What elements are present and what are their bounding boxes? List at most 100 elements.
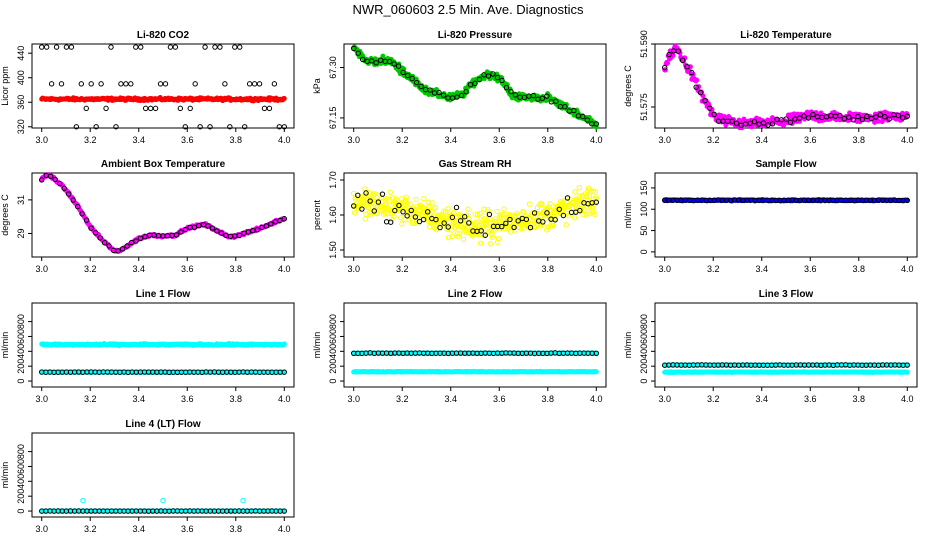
data-point	[281, 124, 287, 130]
y-axis-label: ml/min	[312, 332, 322, 359]
data-point	[368, 58, 375, 64]
y-tick-label: 0	[16, 379, 26, 384]
x-tick-label: 3.0	[658, 264, 671, 274]
y-axis-label: kPa	[312, 78, 322, 94]
data-point	[93, 124, 99, 130]
y-tick-label: 800	[16, 444, 26, 459]
y-tick-label: 0	[328, 379, 338, 384]
data-point	[241, 124, 248, 130]
y-axis-label: ml/min	[0, 462, 10, 489]
y-axis-label: ml/min	[623, 332, 633, 359]
y-axis-label: degrees C	[0, 194, 10, 236]
y-tick-label: 100	[639, 202, 649, 217]
x-tick-label: 3.2	[84, 524, 97, 534]
data-point	[563, 222, 569, 228]
y-tick-label: 0	[639, 249, 649, 254]
x-tick-label: 3.6	[493, 264, 506, 274]
plot-frame	[343, 43, 607, 129]
data-point	[351, 45, 357, 52]
x-tick-label: 3.6	[181, 394, 194, 404]
x-tick-label: 3.8	[542, 264, 555, 274]
y-tick-label: 400	[16, 474, 26, 489]
x-tick-label: 3.6	[804, 135, 817, 145]
data-point	[875, 118, 881, 124]
data-point	[123, 81, 129, 87]
plot-frame	[31, 432, 295, 518]
x-tick-label: 3.2	[707, 264, 720, 274]
y-axis-label: ml/min	[0, 332, 10, 359]
y-tick-label: 67.15	[328, 107, 338, 130]
x-tick-label: 3.0	[347, 264, 360, 274]
data-point	[256, 81, 263, 87]
data-point	[48, 81, 55, 87]
data-point	[98, 81, 104, 87]
y-axis-label: percent	[312, 199, 322, 230]
chart-5: Gas Stream RH3.0 3.2 3.4 3.6 3.8 4.01.501.601…	[312, 159, 607, 274]
x-tick-label: 3.0	[658, 394, 671, 404]
data-point	[355, 50, 361, 56]
x-tick-label: 3.8	[853, 394, 866, 404]
x-tick-label: 3.8	[230, 135, 243, 145]
data-point	[572, 189, 578, 195]
chart-title: Li-820 Pressure	[438, 30, 513, 41]
y-tick-label: 150	[639, 180, 649, 195]
x-tick-label: 3.0	[35, 264, 48, 274]
data-point	[118, 81, 124, 87]
data-point	[68, 44, 75, 50]
data-point	[526, 201, 533, 207]
y-tick-label: 29	[16, 228, 26, 238]
y-tick-label: 31	[16, 195, 26, 205]
y-tick-label: 50	[639, 226, 649, 236]
data-point	[157, 81, 164, 87]
x-tick-label: 4.0	[278, 264, 291, 274]
plot-frame	[654, 172, 918, 258]
data-point	[162, 81, 169, 87]
x-tick-label: 3.4	[444, 264, 457, 274]
y-tick-label: 320	[16, 119, 26, 134]
y-tick-label: 200	[639, 359, 649, 374]
data-point	[501, 206, 507, 212]
x-tick-label: 3.2	[396, 394, 409, 404]
data-point	[477, 240, 484, 247]
data-point	[43, 44, 50, 50]
y-tick-label: 51.575	[639, 93, 649, 121]
x-tick-label: 4.0	[590, 264, 603, 274]
x-tick-label: 3.8	[230, 524, 243, 534]
data-point	[58, 81, 65, 87]
data-point	[576, 184, 582, 191]
x-tick-label: 4.0	[590, 135, 603, 145]
data-point	[39, 44, 45, 50]
data-point	[202, 44, 208, 50]
y-tick-label: 800	[639, 314, 649, 329]
x-tick-label: 3.4	[444, 394, 457, 404]
x-tick-label: 3.4	[132, 264, 145, 274]
data-point	[207, 124, 213, 130]
data-point	[664, 60, 670, 66]
x-tick-label: 3.2	[707, 135, 720, 145]
data-point	[113, 124, 119, 130]
x-tick-label: 3.8	[853, 135, 866, 145]
y-tick-label: 0	[16, 509, 26, 514]
data-point	[78, 81, 85, 87]
x-tick-label: 3.2	[396, 135, 409, 145]
x-tick-label: 3.6	[493, 135, 506, 145]
x-tick-label: 3.8	[542, 135, 555, 145]
y-tick-label: 600	[639, 329, 649, 344]
data-point	[281, 341, 287, 347]
data-point	[487, 241, 494, 247]
data-point	[694, 77, 700, 83]
y-tick-label: 600	[16, 329, 26, 344]
data-point	[177, 105, 184, 112]
data-point	[387, 189, 393, 195]
main-title: NWR_060603 2.5 Min. Ave. Diagnostics	[352, 2, 584, 17]
data-point	[128, 81, 134, 87]
data-point	[142, 105, 149, 112]
y-tick-label: 67.30	[328, 56, 338, 79]
data-point	[167, 44, 174, 50]
y-tick-label: 200	[16, 489, 26, 504]
data-point	[108, 44, 114, 50]
